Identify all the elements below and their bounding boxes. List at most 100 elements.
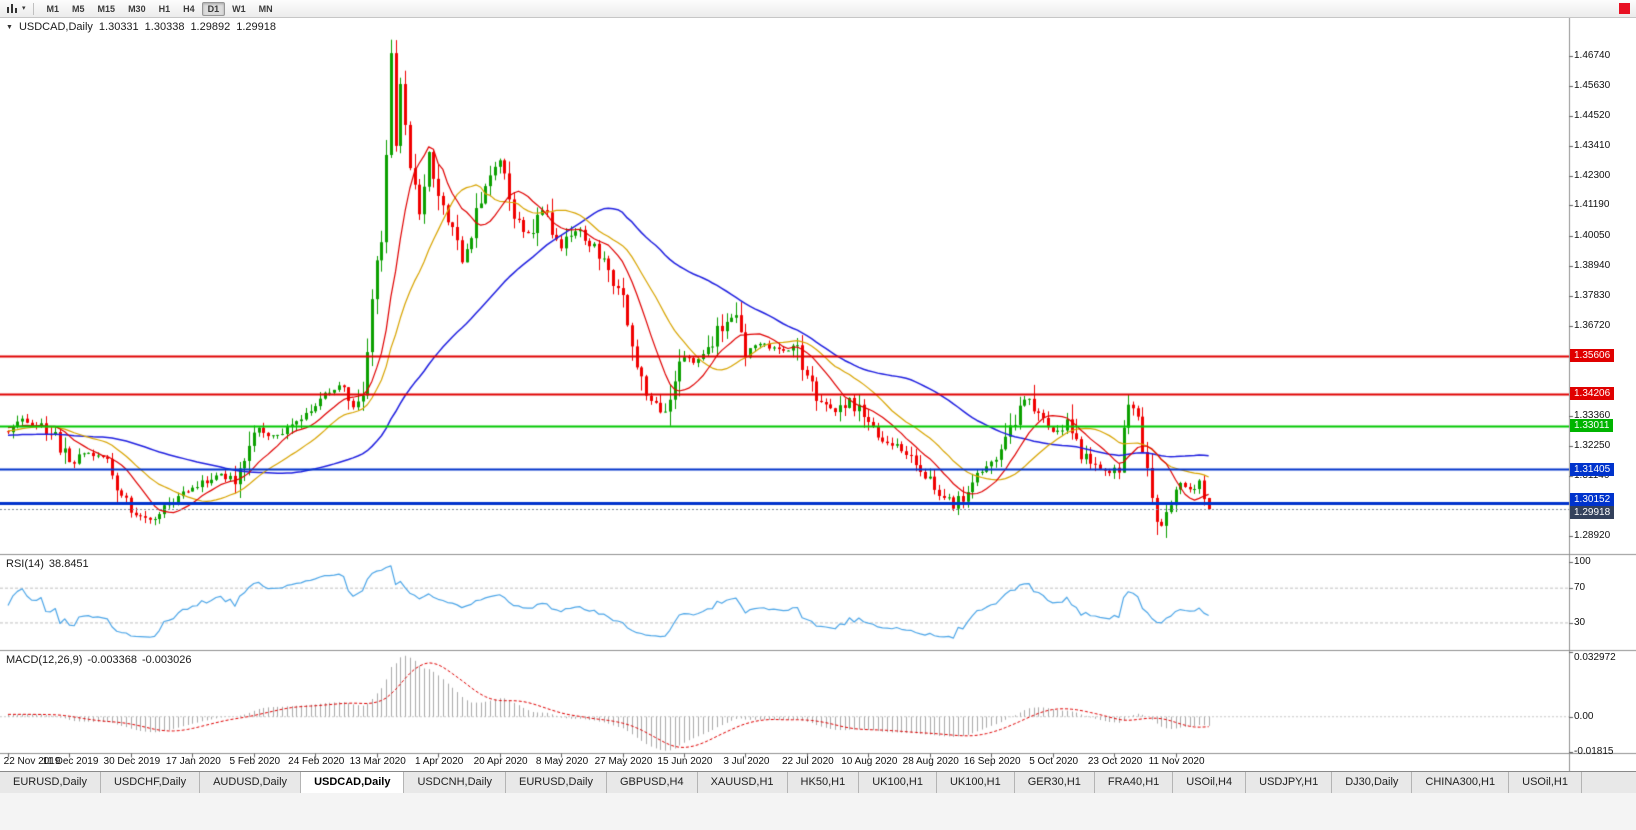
price-axis[interactable] xyxy=(1570,18,1636,753)
date-label: 13 Mar 2020 xyxy=(349,756,406,767)
toolbar: ▾ M1 M5 M15 M30 H1 H4 D1 W1 MN xyxy=(0,0,1636,18)
ohlc-high: 1.30338 xyxy=(144,21,185,33)
price-badge: 1.33011 xyxy=(1570,419,1614,433)
price-tick-label: 1.31140 xyxy=(1574,470,1610,482)
ohlc-open: 1.30331 xyxy=(98,21,139,33)
macd-axis-label: 0.00 xyxy=(1574,710,1594,722)
date-label: 11 Dec 2019 xyxy=(42,756,99,767)
chart-tab-bar: EURUSD,Daily USDCHF,Daily AUDUSD,Daily USDC… xyxy=(0,771,1636,793)
macd-axis-label: -0.01815 xyxy=(1574,746,1614,758)
chart-tab[interactable]: DJ30,Daily xyxy=(1332,772,1413,793)
chart-tab[interactable]: FRA40,H1 xyxy=(1094,772,1174,793)
timeframe-button-m15[interactable]: M15 xyxy=(97,3,116,14)
date-label: 28 Aug 2020 xyxy=(902,756,959,767)
date-label: 17 Jan 2020 xyxy=(165,756,221,767)
macd-name: MACD(12,26,9) xyxy=(6,654,83,666)
price-tick-label: 1.41190 xyxy=(1574,199,1610,211)
date-label: 8 May 2020 xyxy=(535,756,589,767)
price-badge: 1.35606 xyxy=(1570,349,1615,363)
timeframe-button-m30[interactable]: M30 xyxy=(128,3,146,14)
toolbar-separator xyxy=(32,2,34,15)
date-label: 1 Apr 2020 xyxy=(414,756,464,767)
chart-tab[interactable]: GBPUSD,H4 xyxy=(607,772,698,793)
chart-tab[interactable]: CHINA300,H1 xyxy=(1412,772,1510,793)
rsi-name: RSI(14) xyxy=(6,558,44,570)
rsi-level-label: 30 xyxy=(1574,616,1586,628)
price-badge: 1.29918 xyxy=(1570,505,1615,519)
bottom-filler xyxy=(0,793,1636,830)
chart-window: ▼ USDCAD,Daily 1.30331 1.30338 1.29892 1… xyxy=(0,18,1636,771)
status-indicator xyxy=(1619,3,1630,14)
date-label: 27 May 2020 xyxy=(594,756,653,767)
macd-main-value: -0.003368 xyxy=(87,654,137,666)
chart-tab[interactable]: AUDUSD,Daily xyxy=(200,772,302,793)
chart-tab[interactable]: USDCNH,Daily xyxy=(404,772,507,793)
panel-splitter-rsi[interactable] xyxy=(0,552,1636,557)
price-tick-label: 1.40050 xyxy=(1574,230,1611,242)
chart-tab[interactable]: USDCAD,Daily xyxy=(301,772,405,793)
price-badge: 1.30152 xyxy=(1570,492,1615,506)
price-tick-label: 1.33360 xyxy=(1574,410,1611,422)
price-tick-label: 1.38940 xyxy=(1574,260,1611,272)
chart-canvas[interactable] xyxy=(0,18,1636,771)
price-badge: 1.34206 xyxy=(1570,387,1615,401)
date-label: 20 Apr 2020 xyxy=(473,756,528,767)
timeframe-button-h4[interactable]: H4 xyxy=(183,3,195,14)
chart-title: ▼ USDCAD,Daily 1.30331 1.30338 1.29892 1… xyxy=(6,21,276,33)
price-tick-label: 1.32250 xyxy=(1574,440,1611,452)
date-label: 5 Oct 2020 xyxy=(1029,756,1079,767)
chart-overlay: ▼ USDCAD,Daily 1.30331 1.30338 1.29892 1… xyxy=(0,18,1636,770)
price-tick-label: 1.37830 xyxy=(1574,290,1611,301)
price-tick-label: 1.45630 xyxy=(1574,79,1611,91)
date-label: 5 Feb 2020 xyxy=(229,756,281,767)
timeframe-button-w1[interactable]: W1 xyxy=(232,3,246,14)
timeframe-button-d1[interactable]: D1 xyxy=(201,1,226,16)
timeframe-group: M1 M5 M15 M30 H1 H4 D1 W1 MN xyxy=(41,1,279,16)
chart-tab[interactable]: UK100,H1 xyxy=(936,772,1015,793)
price-tick-label: 1.43410 xyxy=(1574,139,1611,151)
chart-symbol-period: USDCAD,Daily xyxy=(18,21,93,33)
date-label: 23 Oct 2020 xyxy=(1087,756,1143,767)
rsi-label: RSI(14) 38.8451 xyxy=(6,558,89,570)
price-badge: 1.31405 xyxy=(1570,462,1615,476)
chart-tab[interactable]: EURUSD,Daily xyxy=(0,772,101,793)
chart-tab[interactable]: USDCHF,Daily xyxy=(100,772,201,793)
rsi-level-label: 100 xyxy=(1574,556,1591,568)
chart-tab[interactable]: HK50,H1 xyxy=(787,772,860,793)
chart-tab[interactable]: USOil,H1 xyxy=(1509,772,1582,793)
chart-tab[interactable]: XAUUSD,H1 xyxy=(697,772,788,793)
timeframe-button-h1[interactable]: H1 xyxy=(158,3,171,14)
chart-type-dropdown-icon[interactable]: ▾ xyxy=(22,5,26,12)
date-label: 10 Aug 2020 xyxy=(841,756,898,767)
date-label: 22 Jul 2020 xyxy=(782,756,834,767)
ohlc-low: 1.29892 xyxy=(190,21,231,33)
date-label: 30 Dec 2019 xyxy=(103,756,161,767)
date-label: 24 Feb 2020 xyxy=(288,756,345,767)
chart-tab[interactable]: USDJPY,H1 xyxy=(1246,772,1333,793)
rsi-level-label: 70 xyxy=(1574,582,1586,594)
rsi-value: 38.8451 xyxy=(48,558,89,570)
date-label: 3 Jul 2020 xyxy=(723,756,770,767)
macd-axis-label: 0.032972 xyxy=(1574,652,1616,663)
chart-type-icon[interactable] xyxy=(4,3,20,15)
date-label: 16 Sep 2020 xyxy=(963,756,1021,767)
chart-tab[interactable]: GER30,H1 xyxy=(1014,772,1095,793)
timeframe-button-m5[interactable]: M5 xyxy=(72,3,85,14)
ohlc-close: 1.29918 xyxy=(236,21,276,33)
price-tick-label: 1.44520 xyxy=(1574,109,1611,121)
chart-tab[interactable]: USOil,H4 xyxy=(1173,772,1247,793)
timeframe-button-m1[interactable]: M1 xyxy=(46,3,60,14)
date-label: 22 Nov 2019 xyxy=(3,756,61,767)
chart-tab[interactable]: EURUSD,Daily xyxy=(506,772,607,793)
collapse-caret-icon[interactable]: ▼ xyxy=(6,23,13,31)
panel-splitter-macd[interactable] xyxy=(0,647,1636,652)
timeframe-button-mn[interactable]: MN xyxy=(258,3,273,14)
price-tick-label: 1.36720 xyxy=(1574,319,1611,331)
macd-signal-value: -0.003026 xyxy=(141,654,192,666)
macd-label: MACD(12,26,9) -0.003368 -0.003026 xyxy=(6,654,192,666)
date-label: 15 Jun 2020 xyxy=(657,756,713,767)
date-label: 11 Nov 2020 xyxy=(1148,756,1205,767)
price-tick-label: 1.46740 xyxy=(1574,49,1611,61)
chart-tab[interactable]: UK100,H1 xyxy=(859,772,937,793)
price-tick-label: 1.42300 xyxy=(1574,169,1611,181)
